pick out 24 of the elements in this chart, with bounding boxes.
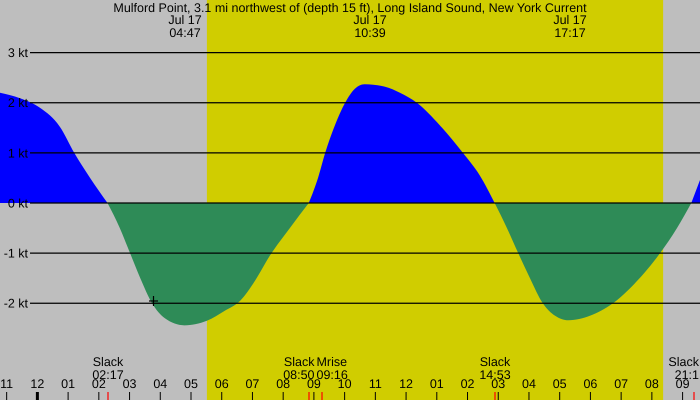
y-tick-label: -2 kt [4,296,29,311]
x-tick-label: 06 [214,377,229,391]
x-tick-label: 04 [153,377,168,391]
x-tick-label: 01 [61,377,76,391]
y-tick-label: 2 kt [8,96,29,110]
x-tick-label: 04 [522,377,536,391]
y-tick-label: 1 kt [8,146,29,160]
x-tick-label: 08 [644,377,659,391]
x-tick-label: 11 [0,377,14,391]
x-tick-label: 02 [460,377,475,391]
y-tick-label: 3 kt [8,46,29,60]
x-tick-label: 06 [583,377,598,391]
x-tick-label: 05 [552,377,567,391]
annotation: Jul 17 17:17 [553,13,587,40]
x-tick-label: 12 [30,377,44,391]
x-tick-label: 07 [245,377,260,391]
y-tick-label: -1 kt [4,246,29,261]
x-tick-label: 05 [184,377,198,391]
x-tick-label: 12 [399,377,414,391]
annotation: Jul 17 04:47 [168,13,202,40]
x-tick-label: 03 [122,377,137,391]
x-tick-label: 11 [368,377,382,391]
x-tick-label: 01 [430,377,444,391]
x-tick-label: 07 [614,377,628,391]
